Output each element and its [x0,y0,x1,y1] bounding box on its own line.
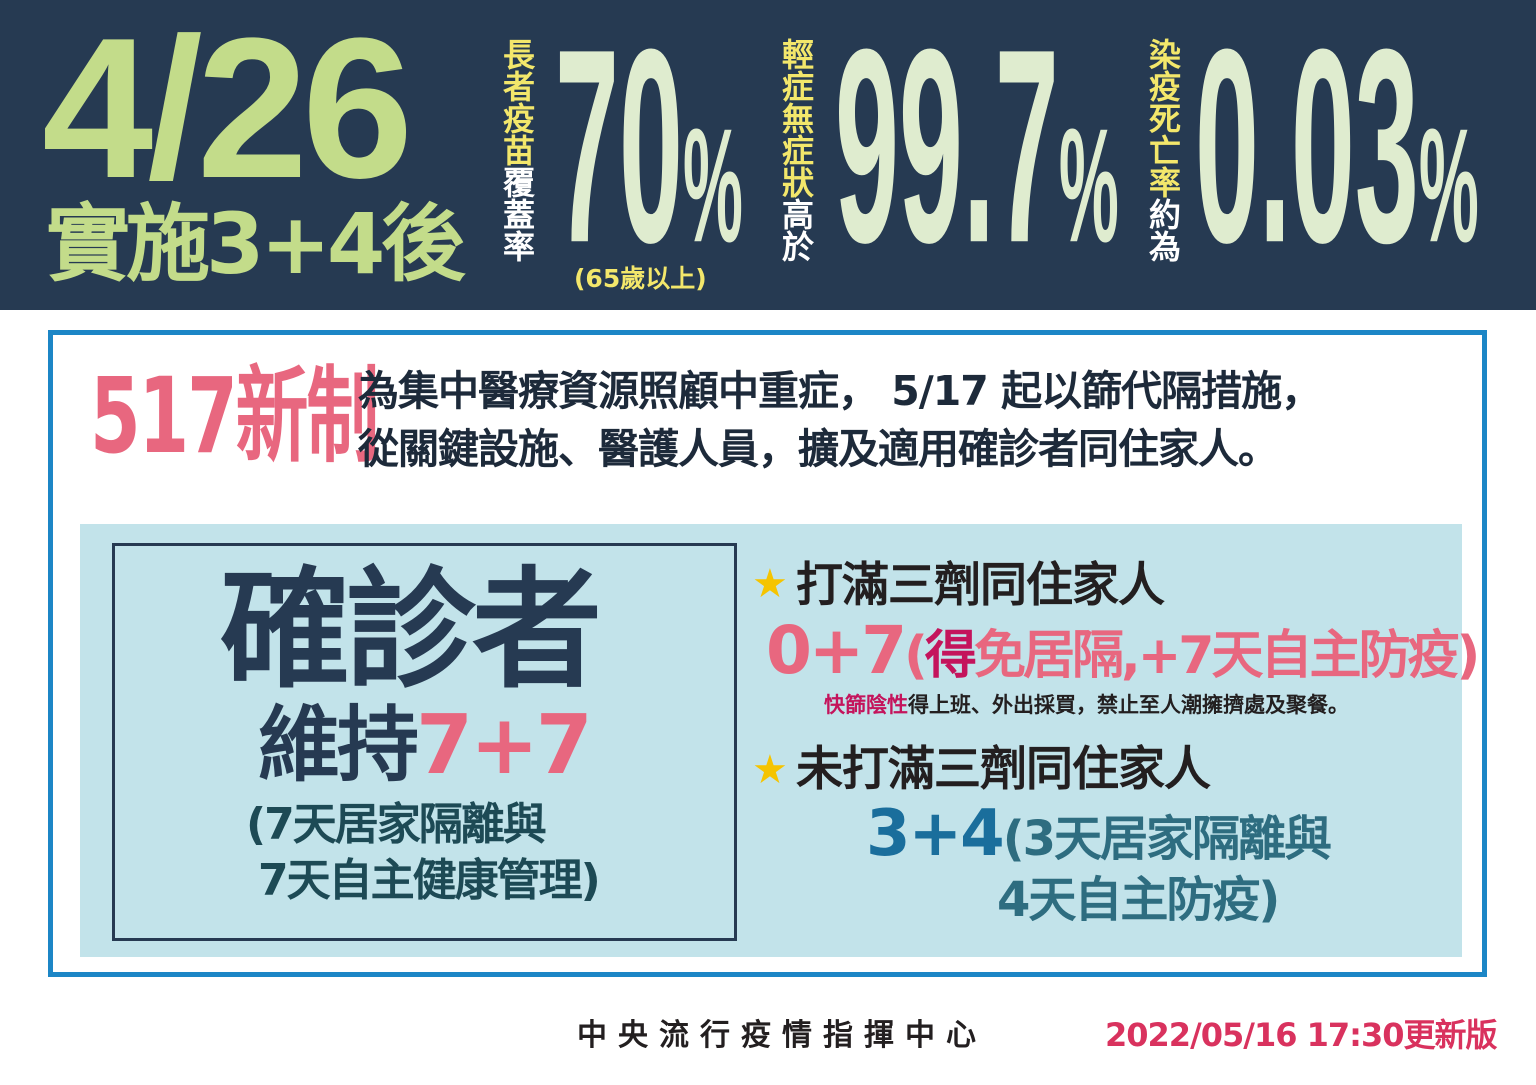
stat2-label-rest: 高於 [777,198,815,262]
stat2-label-highlight: 輕症無症狀 [777,38,815,198]
stat3-label-rest: 約為 [1144,198,1182,262]
policy-line2: 從關鍵設施、醫護人員，擴及適用確診者同住家人。 [358,425,1279,473]
top-banner [0,0,1536,310]
date-heading: 4/26 [42,0,413,220]
stat3-value: 0.03% [1195,8,1479,284]
stat2-label: 輕症無症狀高於 [777,38,815,262]
stat1-label: 長者疫苗覆蓋率 [498,38,536,262]
confirmed-title: 確診者 [220,554,602,706]
stat1-unit: % [682,94,743,276]
not-boosted-heading: 未打滿三劑同住家人 [796,742,1211,797]
stat2-value: 99.7% [835,8,1119,284]
star-icon: ★ [752,747,788,793]
stat2-number: 99.7 [835,0,1059,300]
star-icon: ★ [752,561,788,607]
confirmed-keep: 維持 [258,698,419,793]
policy-box [48,330,1487,977]
confirmed-rule-value: 7+7 [416,698,593,793]
boosted-note: 快篩陰性得上班、外出採買，禁止至人潮擁擠處及聚餐。 [824,694,1349,716]
boosted-heading: 打滿三劑同住家人 [796,558,1165,613]
stat3-number: 0.03 [1195,0,1419,300]
subtitle: 實施3+4後 [46,195,465,293]
stat1-value: 70% [555,8,743,284]
boosted-rule: 0+7(得免居隔,+7天自主防疫) [766,618,1480,686]
confirmed-detail2: 7天自主健康管理) [258,855,601,906]
boosted-rule-value: 0+7 [766,612,907,689]
stat1-label-highlight: 長者疫苗 [498,38,536,166]
confirmed-rule: 維持7+7 [258,705,593,787]
boosted-note-highlight: 快篩陰性 [824,693,908,717]
stat1-label-rest: 覆蓋率 [498,166,536,262]
stat2-unit: % [1058,94,1119,276]
rules-panel [80,524,1462,957]
not-boosted-rule-value: 3+4 [866,797,1005,871]
boosted-highlight: 得 [924,626,977,686]
footer-org: 中央流行疫情指揮中心 [577,1018,987,1053]
boosted-rest: 免居隔,+7天自主防疫) [973,626,1480,686]
stat1-number: 70 [555,0,683,300]
policy-line1: 為集中醫療資源照顧中重症， 5/17 起以篩代隔措施， [358,367,1322,415]
confirmed-detail1: (7天居家隔離與 [246,799,547,850]
stat3-label: 染疫死亡率約為 [1144,38,1182,262]
not-boosted-detail1: (3天居家隔離與 [1002,811,1332,867]
confirmed-case-box [112,543,737,941]
boosted-note-rest: 得上班、外出採買，禁止至人潮擁擠處及聚餐。 [908,693,1349,717]
stat3-unit: % [1418,94,1479,276]
stat3-label-highlight: 染疫死亡率 [1144,38,1182,198]
stat1-note: (65歲以上) [574,264,707,293]
boosted-paren: ( [904,626,928,686]
footer-updated: 2022/05/16 17:30更新版 [1105,1016,1498,1054]
not-boosted-rule: 3+4(3天居家隔離與 [866,802,1332,867]
not-boosted-detail2: 4天自主防疫) [997,872,1280,928]
policy-tag: 517新制 [90,355,379,477]
